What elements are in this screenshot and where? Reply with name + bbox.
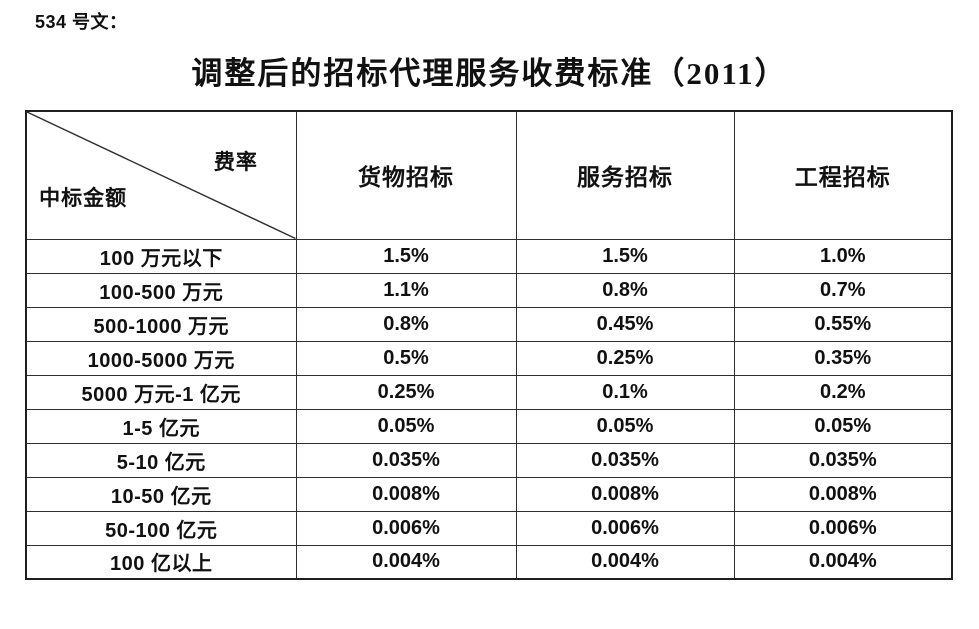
rate-cell: 0.5% (295, 340, 517, 376)
rate-cell: 0.55% (733, 306, 953, 342)
doc-number-label: 534 号文： (35, 12, 128, 32)
rate-cell: 0.8% (295, 306, 517, 342)
corner-label-amount: 中标金额 (39, 185, 128, 210)
rate-cell: 0.2% (733, 374, 953, 410)
rate-cell: 0.008% (295, 476, 517, 512)
rate-cell: 0.004% (733, 544, 953, 580)
rate-cell: 1.1% (295, 272, 517, 308)
rate-cell: 0.006% (515, 510, 735, 546)
table-row: 50-100 亿元 0.006% 0.006% 0.006% (25, 510, 953, 546)
table-row: 100 万元以下 1.5% 1.5% 1.0% (25, 238, 953, 274)
amount-cell: 5000 万元-1 亿元 (25, 374, 297, 410)
rate-cell: 0.008% (515, 476, 735, 512)
table-row: 500-1000 万元 0.8% 0.45% 0.55% (25, 306, 953, 342)
amount-cell: 5-10 亿元 (25, 442, 297, 478)
amount-cell: 1-5 亿元 (25, 408, 297, 444)
rate-cell: 0.25% (295, 374, 517, 410)
rate-cell: 0.035% (295, 442, 517, 478)
corner-label-rate: 费率 (213, 150, 258, 175)
fee-standard-table: 费率 中标金额 货物招标 服务招标 工程招标 100 万元以下 1.5% 1.5… (25, 110, 953, 580)
table-header-row: 费率 中标金额 货物招标 服务招标 工程招标 (25, 110, 953, 240)
table-row: 5-10 亿元 0.035% 0.035% 0.035% (25, 442, 953, 478)
amount-cell: 10-50 亿元 (25, 476, 297, 512)
rate-cell: 0.8% (515, 272, 735, 308)
page-title: 调整后的招标代理服务收费标准（2011） (191, 56, 788, 91)
diagonal-divider-line (27, 112, 296, 239)
table-row: 5000 万元-1 亿元 0.25% 0.1% 0.2% (25, 374, 953, 410)
rate-cell: 0.004% (515, 544, 735, 580)
amount-cell: 100-500 万元 (25, 272, 297, 308)
rate-cell: 0.05% (515, 408, 735, 444)
table-row: 1000-5000 万元 0.5% 0.25% 0.35% (25, 340, 953, 376)
column-header-goods-bidding: 货物招标 (295, 110, 517, 240)
column-header-service-bidding: 服务招标 (515, 110, 735, 240)
rate-cell: 0.05% (733, 408, 953, 444)
amount-cell: 100 万元以下 (25, 238, 297, 274)
table-row: 10-50 亿元 0.008% 0.008% 0.008% (25, 476, 953, 512)
column-header-engineering-bidding: 工程招标 (733, 110, 953, 240)
rate-cell: 0.35% (733, 340, 953, 376)
rate-cell: 0.05% (295, 408, 517, 444)
rate-cell: 1.0% (733, 238, 953, 274)
table-row: 1-5 亿元 0.05% 0.05% 0.05% (25, 408, 953, 444)
amount-cell: 100 亿以上 (25, 544, 297, 580)
rate-cell: 1.5% (295, 238, 517, 274)
rate-cell: 0.7% (733, 272, 953, 308)
rate-cell: 0.035% (733, 442, 953, 478)
rate-cell: 0.006% (295, 510, 517, 546)
amount-cell: 50-100 亿元 (25, 510, 297, 546)
amount-cell: 1000-5000 万元 (25, 340, 297, 376)
rate-cell: 0.035% (515, 442, 735, 478)
amount-cell: 500-1000 万元 (25, 306, 297, 342)
diagonal-corner-cell: 费率 中标金额 (25, 110, 297, 240)
table-row: 100-500 万元 1.1% 0.8% 0.7% (25, 272, 953, 308)
rate-cell: 1.5% (515, 238, 735, 274)
table-row: 100 亿以上 0.004% 0.004% 0.004% (25, 544, 953, 580)
rate-cell: 0.006% (733, 510, 953, 546)
rate-cell: 0.008% (733, 476, 953, 512)
rate-cell: 0.004% (295, 544, 517, 580)
rate-cell: 0.25% (515, 340, 735, 376)
rate-cell: 0.45% (515, 306, 735, 342)
rate-cell: 0.1% (515, 374, 735, 410)
